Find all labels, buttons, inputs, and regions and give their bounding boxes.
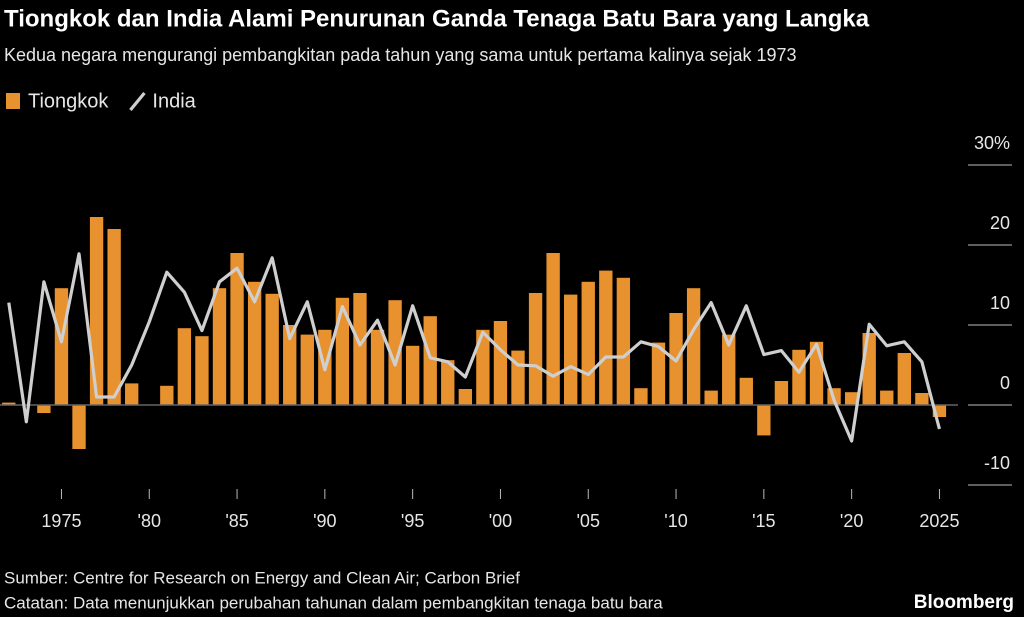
bar: [72, 405, 86, 449]
x-tick-label: '95: [401, 511, 424, 531]
bar: [528, 293, 543, 405]
bar: [335, 297, 350, 405]
x-tick-label: '90: [313, 511, 336, 531]
bar: [125, 383, 139, 405]
bar: [686, 288, 701, 405]
legend-marker: [129, 91, 146, 112]
brand: Bloomberg: [914, 592, 1014, 613]
bar: [212, 288, 227, 405]
bar: [915, 393, 929, 405]
bar: [283, 325, 297, 405]
legend-label: India: [152, 90, 196, 112]
note: Catatan: Data menunjukkan perubahan tahu…: [4, 593, 663, 612]
y-tick-label: 20: [990, 213, 1010, 233]
x-tick-label: '00: [489, 511, 512, 531]
bar: [897, 353, 911, 405]
bar: [37, 405, 51, 413]
bar: [230, 253, 244, 405]
bar: [599, 270, 613, 405]
bar: [862, 333, 876, 405]
x-tick-label: '80: [138, 511, 161, 531]
bar: [247, 281, 262, 405]
bar: [651, 342, 666, 405]
bar: [880, 390, 894, 405]
bar: [177, 328, 192, 405]
y-tick-label: 0: [1000, 373, 1010, 393]
x-tick-label: '20: [840, 511, 863, 531]
bar: [739, 377, 753, 405]
bar: [476, 329, 490, 405]
line: [7, 252, 941, 443]
x-tick-label: '15: [752, 511, 775, 531]
bar: [441, 360, 455, 405]
y-tick-label: 30%: [974, 133, 1010, 153]
x-tick-label: '85: [225, 511, 248, 531]
bar: [107, 229, 121, 405]
x-tick-label: 1975: [41, 511, 81, 531]
bar: [89, 217, 104, 405]
bar: [722, 334, 736, 405]
bar: [493, 321, 508, 405]
bar: [300, 334, 314, 405]
chart-title: Tiongkok dan India Alami Penurunan Ganda…: [4, 5, 870, 32]
bar: [546, 253, 560, 405]
bar: [616, 277, 631, 405]
bar: [792, 349, 806, 405]
bar: [160, 385, 174, 405]
bar: [2, 402, 16, 405]
bar: [774, 381, 789, 405]
bar: [581, 281, 595, 405]
bar: [353, 293, 367, 405]
bar: [511, 350, 525, 405]
bar: [757, 405, 771, 436]
bar: [423, 316, 437, 405]
bar: [195, 336, 209, 405]
chart-subtitle: Kedua negara mengurangi pembangkitan pad…: [4, 45, 797, 65]
bar: [388, 300, 402, 405]
x-tick-label: '05: [577, 511, 600, 531]
bar: [844, 392, 859, 405]
bar: [405, 345, 420, 405]
y-tick-label: -10: [984, 453, 1010, 473]
y-tick-label: 10: [990, 293, 1010, 313]
bar: [265, 293, 279, 405]
bar: [704, 390, 718, 405]
bar: [54, 288, 69, 405]
legend-label: Tiongkok: [28, 90, 109, 112]
x-tick-label: 2025: [919, 511, 959, 531]
x-tick-label: '10: [664, 511, 687, 531]
bar: [370, 329, 385, 405]
legend-marker: [6, 93, 20, 109]
bar: [634, 388, 648, 405]
source: Sumber: Centre for Research on Energy an…: [4, 568, 520, 587]
bar: [458, 389, 473, 405]
bar: [564, 294, 578, 405]
